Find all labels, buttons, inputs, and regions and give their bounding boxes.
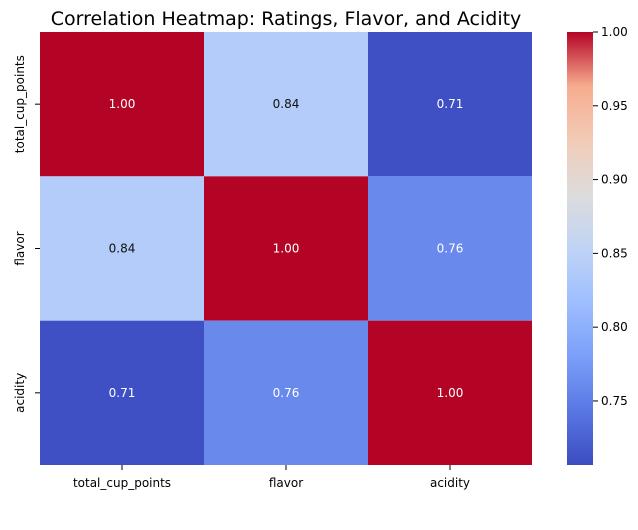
colorbar-tick-label: 0.80 bbox=[601, 320, 628, 334]
heatmap-cell-acidity-total_cup_points bbox=[40, 320, 204, 465]
heatmap-cell-acidity-flavor bbox=[204, 320, 368, 465]
heatmap-cell-labels: 1.00 0.84 0.71 0.84 1.00 0.76 0.71 0.76 1.00 bbox=[109, 97, 464, 400]
chart-title: Correlation Heatmap: Ratings, Flavor, an… bbox=[51, 8, 522, 30]
y-axis-tick-label: flavor bbox=[13, 231, 27, 265]
x-axis: total_cup_points flavor acidity bbox=[73, 465, 470, 490]
x-axis-tick-label: flavor bbox=[269, 476, 303, 490]
y-axis-tick-label: acidity bbox=[13, 373, 27, 413]
cell-value-label: 0.76 bbox=[437, 242, 464, 256]
y-axis-tick-label: total_cup_points bbox=[13, 55, 27, 153]
cell-value-label: 0.76 bbox=[273, 386, 300, 400]
colorbar-tick-label: 0.85 bbox=[601, 246, 628, 260]
heatmap-cell-acidity-acidity bbox=[368, 320, 532, 465]
cell-value-label: 0.84 bbox=[109, 242, 136, 256]
cell-value-label: 1.00 bbox=[273, 242, 300, 256]
heatmap-cell-total_cup_points-acidity bbox=[368, 32, 532, 177]
cell-value-label: 1.00 bbox=[109, 97, 136, 111]
colorbar-gradient bbox=[567, 32, 593, 465]
colorbar-tick-label: 0.95 bbox=[601, 99, 628, 113]
heatmap-cell-total_cup_points-total_cup_points bbox=[40, 32, 204, 177]
colorbar-tick-label: 1.00 bbox=[601, 25, 628, 39]
cell-value-label: 0.71 bbox=[109, 386, 136, 400]
heatmap-cell-flavor-flavor bbox=[204, 176, 368, 321]
cell-value-label: 1.00 bbox=[437, 386, 464, 400]
colorbar-ticks: 0.75 0.80 0.85 0.90 0.95 1.00 bbox=[593, 25, 628, 408]
heatmap-cell-total_cup_points-flavor bbox=[204, 32, 368, 177]
heatmap-cell-flavor-total_cup_points bbox=[40, 176, 204, 321]
x-axis-tick-label: total_cup_points bbox=[73, 476, 171, 490]
cell-value-label: 0.71 bbox=[437, 97, 464, 111]
colorbar-tick-label: 0.90 bbox=[601, 173, 628, 187]
heatmap-cells bbox=[40, 32, 532, 465]
colorbar: 0.75 0.80 0.85 0.90 0.95 1.00 bbox=[567, 25, 628, 465]
colorbar-tick-label: 0.75 bbox=[601, 394, 628, 408]
cell-value-label: 0.84 bbox=[273, 97, 300, 111]
heatmap-cell-flavor-acidity bbox=[368, 176, 532, 321]
x-axis-tick-label: acidity bbox=[430, 476, 470, 490]
